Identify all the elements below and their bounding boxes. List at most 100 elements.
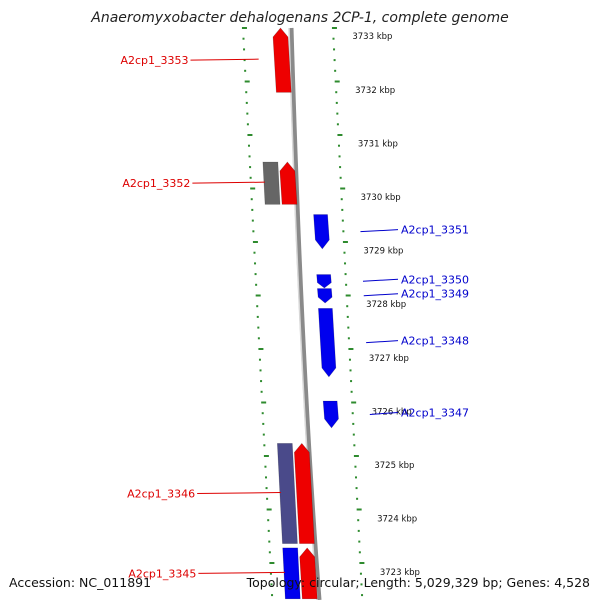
tick-mark	[338, 155, 341, 158]
tick-mark	[347, 337, 350, 340]
tick-mark	[353, 455, 359, 457]
scale-labels: 3733 kbp 3732 kbp 3731 kbp 3730 kbp 3729 kbp…	[352, 32, 420, 578]
tick-mark	[345, 283, 348, 286]
gene-label: A2cp1_3347	[401, 406, 469, 419]
tick-mark	[243, 48, 246, 51]
tick-mark	[251, 219, 254, 222]
tick-mark	[245, 91, 248, 94]
gene-label-leader	[190, 58, 259, 61]
gene-a2cp1_3349	[317, 288, 333, 304]
scale-tick-label: 3732 kbp	[355, 86, 395, 96]
tick-mark	[342, 230, 345, 233]
tick-mark	[347, 326, 350, 329]
tick-mark	[269, 562, 275, 564]
gene-a2cp1_3353	[272, 27, 292, 93]
tick-mark	[357, 519, 360, 522]
backbone-line	[288, 27, 322, 600]
tick-mark	[356, 508, 362, 511]
scale-tick-label: 3733 kbp	[352, 32, 392, 42]
tick-mark	[346, 305, 349, 308]
tick-mark	[354, 465, 357, 468]
tick-mark	[341, 208, 344, 211]
tick-mark	[251, 208, 254, 211]
gene-a2cp1_3350	[316, 274, 332, 289]
tick-mark	[254, 262, 257, 265]
tick-mark	[261, 401, 267, 404]
tick-mark	[332, 37, 335, 40]
tick-mark	[247, 144, 250, 147]
tick-mark	[357, 529, 360, 532]
gene-label-leader	[362, 278, 399, 282]
tick-mark	[343, 251, 346, 254]
tick-mark	[242, 37, 245, 40]
gene-a2cp1_3352	[279, 161, 298, 205]
tick-mark	[359, 562, 365, 564]
gene-label-leader	[369, 411, 399, 415]
tick-mark	[258, 348, 264, 350]
tick-mark	[358, 551, 361, 554]
tick-mark	[249, 176, 252, 179]
scale-tick-label: 3727 kbp	[369, 354, 409, 364]
tick-mark	[334, 69, 337, 72]
tick-mark	[358, 540, 361, 543]
gene-label: A2cp1_3346	[127, 488, 195, 501]
tick-mark	[342, 241, 348, 243]
tick-mark	[355, 476, 358, 479]
tick-mark	[350, 390, 353, 393]
gene-label: A2cp1_3349	[401, 288, 469, 301]
tick-mark	[333, 48, 336, 51]
gene-label-leader	[360, 229, 399, 233]
tick-mark	[352, 433, 355, 436]
gene-label-leader	[363, 293, 399, 297]
gene-a2cp1_3345_companion	[282, 547, 301, 600]
tick-mark	[270, 583, 273, 586]
tick-mark	[345, 294, 351, 297]
tick-mark	[340, 187, 346, 190]
scale-tick-label: 3730 kbp	[361, 193, 401, 203]
tick-mark	[344, 273, 347, 276]
tick-mark	[339, 176, 342, 179]
gene-label: A2cp1_3353	[120, 54, 188, 67]
tick-mark	[256, 305, 259, 308]
tick-mark	[261, 412, 264, 415]
tick-mark	[252, 230, 255, 233]
tick-mark	[336, 123, 339, 126]
tick-mark	[336, 112, 339, 115]
gene-a2cp1_3351	[313, 214, 330, 250]
tick-mark	[255, 294, 261, 297]
gene-label: A2cp1_3352	[122, 177, 190, 190]
tick-mark	[356, 497, 359, 500]
tick-mark	[255, 283, 258, 286]
tick-mark	[258, 358, 261, 361]
tick-mark	[359, 572, 362, 575]
gene-a2cp1_3352_companion	[262, 161, 281, 205]
tick-mark	[246, 112, 249, 115]
tick-mark	[268, 551, 271, 554]
tick-mark	[245, 101, 248, 104]
tick-mark	[260, 390, 263, 393]
tick-mark	[355, 487, 358, 490]
tick-mark	[266, 508, 272, 511]
tick-mark	[333, 59, 336, 62]
tick-mark	[339, 166, 342, 169]
scale-tick-label: 3724 kbp	[377, 515, 417, 525]
gene-label-leader	[197, 492, 281, 495]
tick-mark	[351, 401, 357, 404]
right-tick-ruler	[331, 27, 365, 597]
gene-label: A2cp1_3351	[401, 224, 469, 237]
tick-mark	[334, 80, 340, 83]
tick-mark	[350, 380, 353, 383]
tick-mark	[348, 358, 351, 361]
gene-label: A2cp1_3345	[128, 567, 196, 580]
tick-mark	[263, 455, 269, 457]
tick-mark	[337, 144, 340, 147]
scale-tick-label: 3728 kbp	[366, 300, 406, 310]
tick-mark	[264, 465, 267, 468]
gene-a2cp1_3346	[294, 442, 315, 544]
gene-label: A2cp1_3350	[401, 273, 469, 286]
tick-mark	[247, 134, 253, 136]
tick-mark	[360, 583, 363, 586]
tick-mark	[353, 444, 356, 447]
tick-mark	[265, 476, 268, 479]
